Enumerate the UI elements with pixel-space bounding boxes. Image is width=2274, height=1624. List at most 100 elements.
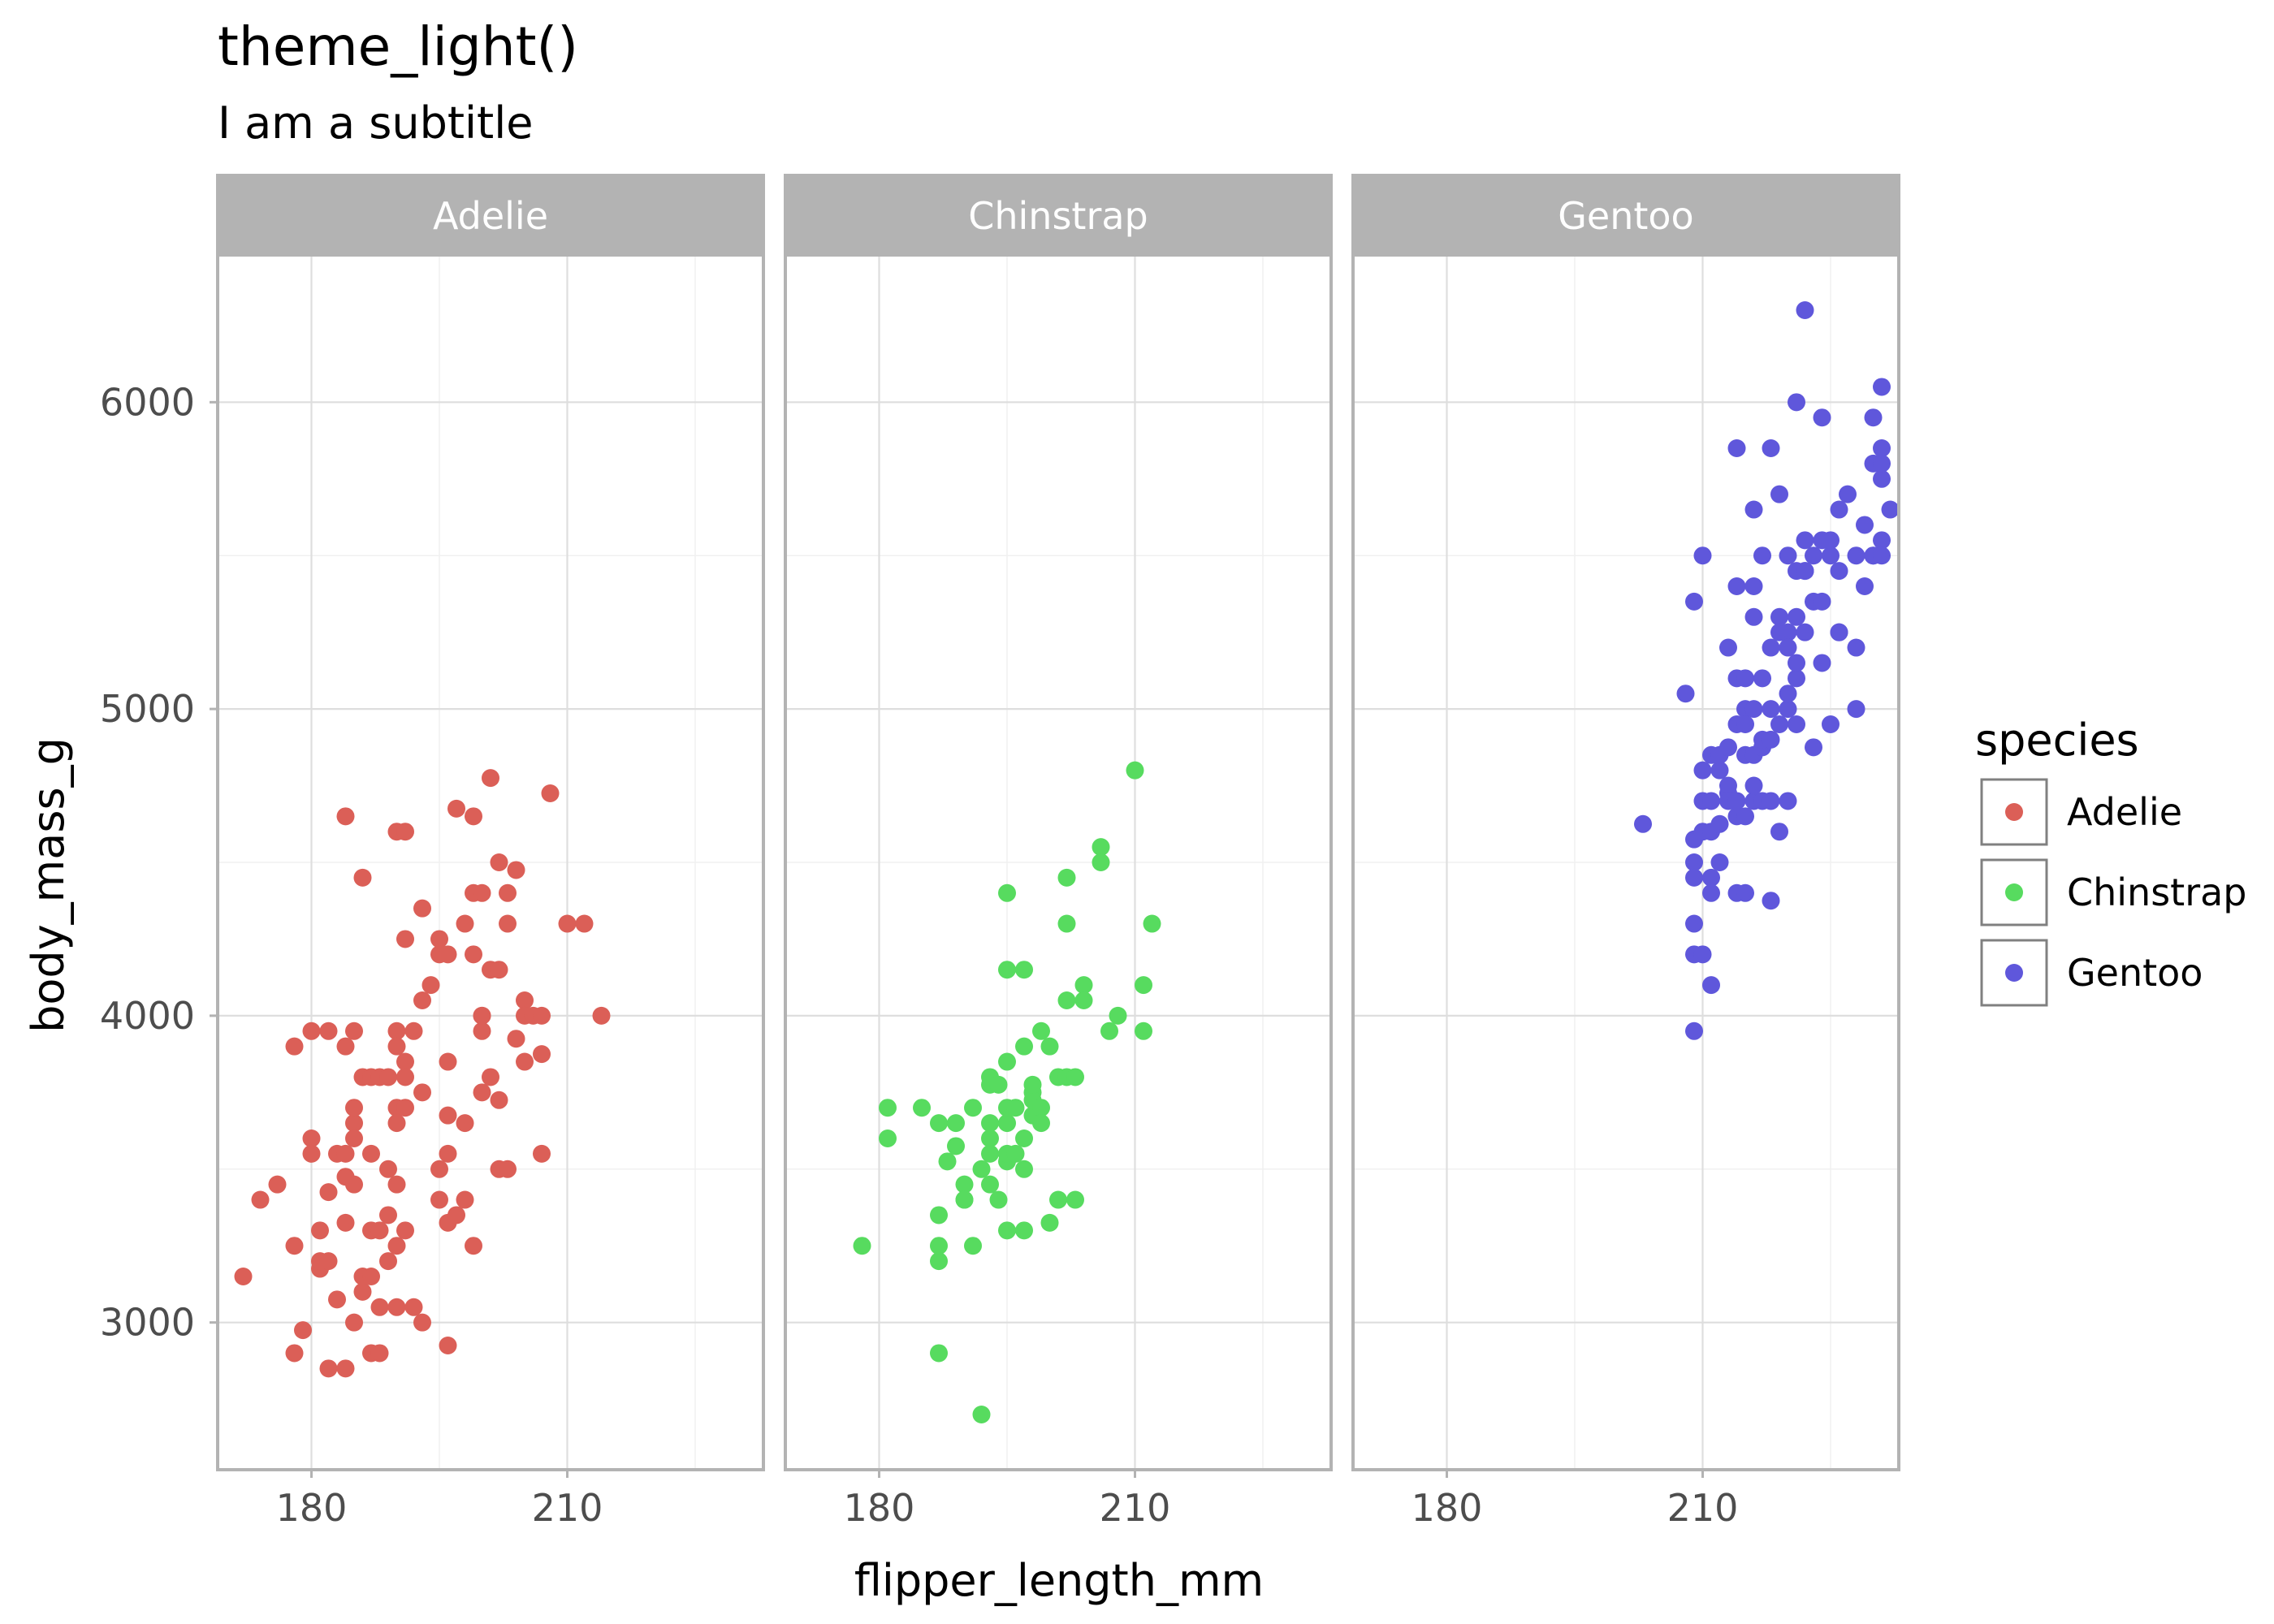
data-point-gentoo xyxy=(1839,485,1857,503)
data-point-gentoo xyxy=(1762,439,1780,457)
data-point-chinstrap xyxy=(1032,1099,1050,1117)
data-point-gentoo xyxy=(1702,792,1720,810)
data-point-chinstrap xyxy=(1032,1021,1050,1040)
data-point-chinstrap xyxy=(1006,1099,1025,1117)
facet-strip xyxy=(216,174,765,255)
data-point-adelie xyxy=(336,1213,355,1232)
data-point-adelie xyxy=(387,1298,406,1316)
data-point-gentoo xyxy=(1736,715,1754,733)
data-point-adelie xyxy=(533,1144,551,1163)
facet-strip-label: Adelie xyxy=(433,194,548,238)
data-point-chinstrap xyxy=(1092,853,1110,871)
data-point-gentoo xyxy=(1685,868,1703,887)
data-point-chinstrap xyxy=(1066,1068,1084,1086)
data-point-adelie xyxy=(302,1129,321,1147)
legend-marker-chinstrap xyxy=(2005,883,2023,901)
data-point-adelie xyxy=(558,914,577,933)
data-point-gentoo xyxy=(1702,976,1720,995)
data-point-adelie xyxy=(370,1221,389,1240)
y-tick-label: 6000 xyxy=(100,380,195,424)
data-point-adelie xyxy=(285,1237,304,1255)
data-point-adelie xyxy=(319,1183,338,1202)
data-point-gentoo xyxy=(1813,654,1831,672)
data-point-gentoo xyxy=(1770,823,1788,841)
facet-panel-chinstrap: Chinstrap 180 210 xyxy=(784,174,1333,1530)
data-point-chinstrap xyxy=(1015,961,1033,979)
data-point-chinstrap xyxy=(1143,914,1161,933)
data-point-adelie xyxy=(413,1313,431,1332)
data-point-adelie xyxy=(533,1045,551,1064)
x-axis-title: flipper_length_mm xyxy=(854,1555,1264,1606)
data-point-adelie xyxy=(336,1037,355,1056)
data-point-adelie xyxy=(465,807,482,826)
y-tick-label: 4000 xyxy=(100,994,195,1038)
data-point-chinstrap xyxy=(879,1099,897,1117)
data-point-gentoo xyxy=(1779,638,1797,657)
data-point-chinstrap xyxy=(955,1190,974,1209)
data-point-gentoo xyxy=(1822,546,1840,565)
data-point-adelie xyxy=(379,1160,397,1178)
data-point-adelie xyxy=(490,1091,508,1109)
data-point-adelie xyxy=(362,1144,380,1163)
data-point-adelie xyxy=(430,930,448,948)
legend-title: species xyxy=(1975,715,2139,766)
data-point-gentoo xyxy=(1822,531,1840,550)
data-point-gentoo xyxy=(1881,500,1900,519)
data-point-adelie xyxy=(285,1037,304,1056)
data-point-gentoo xyxy=(1693,546,1712,565)
data-point-gentoo xyxy=(1710,761,1729,780)
data-point-chinstrap xyxy=(1092,838,1110,857)
data-point-adelie xyxy=(499,883,517,902)
data-point-adelie xyxy=(473,883,491,902)
data-point-adelie xyxy=(413,991,431,1009)
data-point-adelie xyxy=(447,1206,465,1224)
data-point-adelie xyxy=(396,1099,414,1117)
data-point-adelie xyxy=(319,1252,338,1271)
data-point-adelie xyxy=(379,1206,397,1224)
data-point-chinstrap xyxy=(930,1344,948,1363)
data-point-adelie xyxy=(456,1114,474,1133)
data-point-chinstrap xyxy=(1066,1190,1084,1209)
data-point-gentoo xyxy=(1762,730,1780,749)
data-point-gentoo xyxy=(1753,669,1771,688)
data-point-gentoo xyxy=(1779,623,1797,641)
data-point-adelie xyxy=(387,1021,406,1040)
data-point-gentoo xyxy=(1736,883,1754,902)
data-point-adelie xyxy=(447,799,465,818)
legend-label: Gentoo xyxy=(2067,951,2203,995)
data-point-gentoo xyxy=(1873,546,1891,565)
data-point-gentoo xyxy=(1830,500,1848,519)
data-point-chinstrap xyxy=(981,1114,999,1133)
data-point-gentoo xyxy=(1796,623,1814,641)
legend-label: Chinstrap xyxy=(2067,870,2247,914)
x-tick-label: 210 xyxy=(1100,1486,1171,1530)
data-point-adelie xyxy=(302,1144,321,1163)
legend-key xyxy=(1980,939,2048,1007)
chart-title: theme_light() xyxy=(218,15,578,78)
data-point-adelie xyxy=(456,914,474,933)
data-point-adelie xyxy=(413,1083,431,1102)
data-point-chinstrap xyxy=(1057,914,1076,933)
facet-strip-label: Chinstrap xyxy=(968,194,1148,238)
facet-panels: Adelie 180 210 Chinstrap 180 210 Gentoo 180 210 xyxy=(216,174,1900,1530)
data-point-adelie xyxy=(345,1175,363,1194)
data-point-gentoo xyxy=(1788,393,1805,412)
data-point-adelie xyxy=(379,1068,397,1086)
data-point-adelie xyxy=(370,1344,389,1363)
x-tick-label: 180 xyxy=(1412,1486,1483,1530)
data-point-adelie xyxy=(294,1321,312,1340)
data-point-gentoo xyxy=(1744,607,1763,626)
data-point-chinstrap xyxy=(930,1114,948,1133)
data-point-adelie xyxy=(353,1282,372,1301)
data-point-gentoo xyxy=(1864,408,1883,427)
data-point-gentoo xyxy=(1727,577,1746,595)
data-point-chinstrap xyxy=(972,1406,991,1423)
facet-strip-label: Gentoo xyxy=(1558,194,1693,238)
data-point-adelie xyxy=(345,1129,363,1147)
data-point-chinstrap xyxy=(853,1237,871,1255)
data-point-chinstrap xyxy=(998,961,1016,979)
data-point-chinstrap xyxy=(1040,1037,1059,1056)
x-tick-label: 210 xyxy=(1667,1486,1739,1530)
data-point-chinstrap xyxy=(947,1114,965,1133)
data-point-chinstrap xyxy=(981,1144,999,1163)
